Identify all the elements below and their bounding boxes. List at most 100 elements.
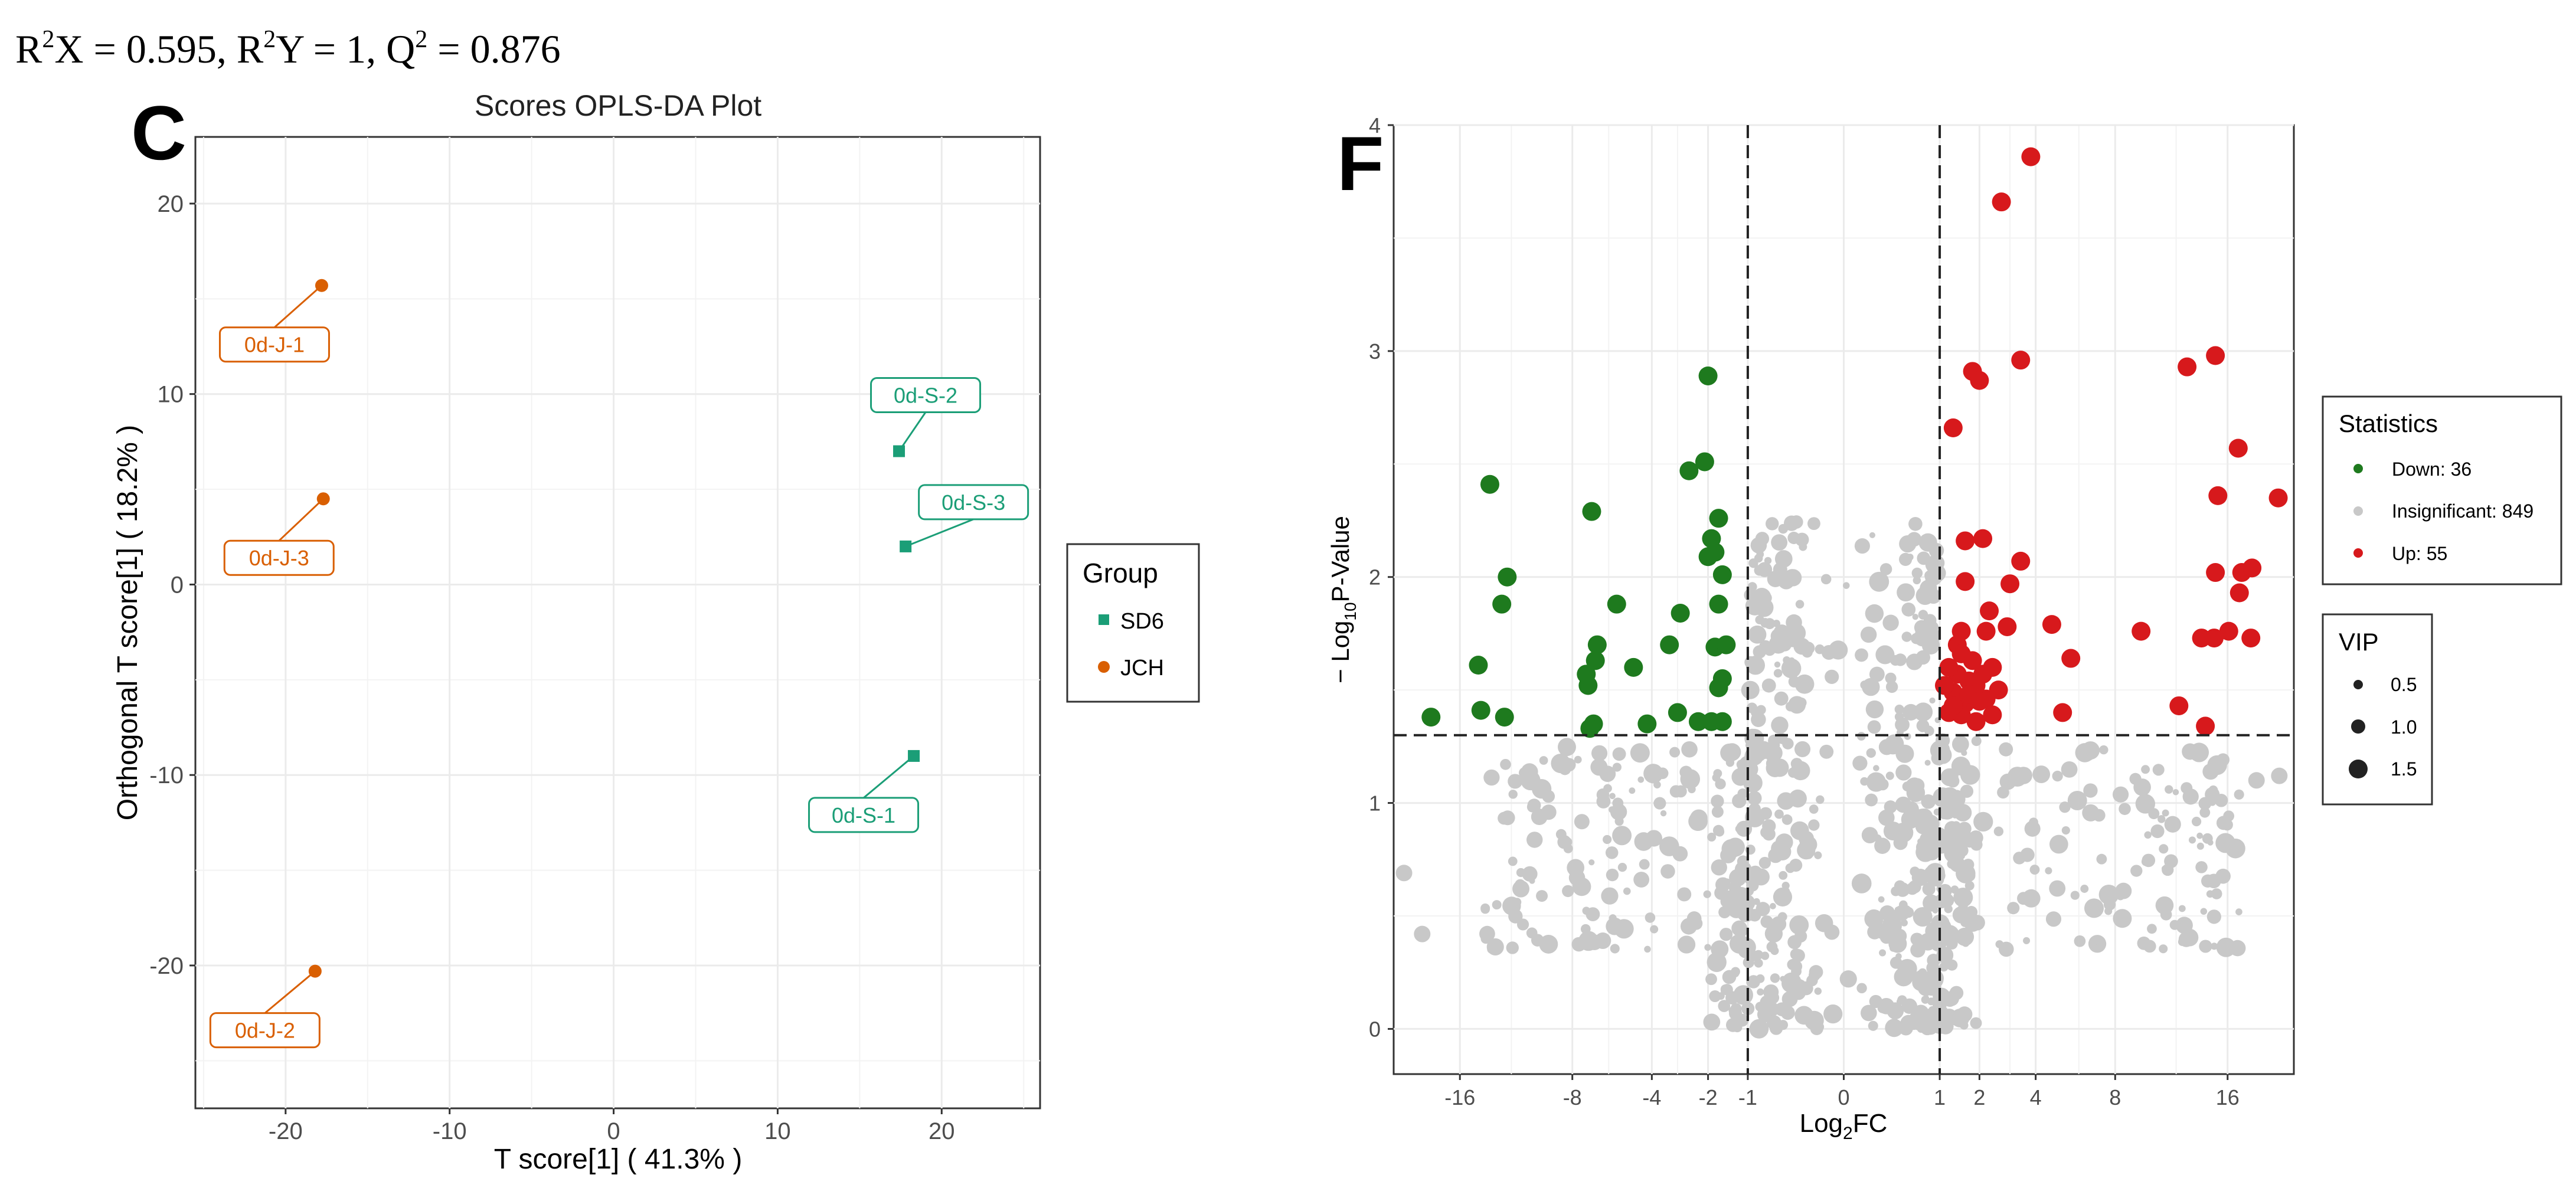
up-point (2228, 438, 2248, 458)
insignificant-point (1901, 810, 1920, 829)
insignificant-point (1644, 945, 1651, 953)
insignificant-point (1971, 736, 1982, 747)
insignificant-point (1774, 661, 1781, 668)
up-point (2242, 558, 2262, 578)
down-point (1698, 366, 1718, 385)
legend-up-marker (2353, 548, 2363, 558)
insignificant-point (1770, 916, 1787, 932)
up-point (1992, 192, 2011, 212)
statistics-legend-title: Statistics (2339, 410, 2438, 437)
up-point (1976, 621, 1996, 641)
insignificant-point (1784, 991, 1794, 1002)
insignificant-point (1480, 933, 1491, 944)
f-x-tick-label: 8 (2109, 1085, 2121, 1110)
insignificant-point (1946, 937, 1958, 950)
insignificant-point (2165, 785, 2173, 794)
insignificant-point (1893, 836, 1908, 850)
insignificant-point (1868, 1020, 1878, 1031)
insignificant-point (1771, 716, 1789, 734)
point-label-leader (863, 755, 915, 799)
insignificant-point (1993, 826, 2004, 836)
insignificant-point (1562, 837, 1573, 847)
insignificant-point (1819, 744, 1834, 759)
insignificant-point (1921, 794, 1936, 809)
insignificant-point (1723, 878, 1731, 886)
point-label-text: 0d-S-3 (942, 490, 1005, 515)
insignificant-point (1688, 811, 1708, 832)
insignificant-point (1799, 542, 1807, 551)
insignificant-point (2211, 942, 2218, 950)
insignificant-point (1794, 741, 1811, 757)
insignificant-point (1962, 939, 1970, 947)
insignificant-point (1731, 920, 1747, 937)
insignificant-point (1939, 962, 1949, 972)
insignificant-point (1951, 757, 1971, 776)
insignificant-point (1759, 532, 1767, 540)
panel-f-down-points (1421, 366, 1736, 738)
insignificant-point (1786, 519, 1793, 528)
insignificant-point (2029, 865, 2040, 875)
insignificant-point (1703, 1013, 1721, 1031)
insignificant-point (1869, 532, 1876, 538)
insignificant-point (1915, 586, 1934, 606)
f-x-tick-label: -8 (1563, 1085, 1582, 1110)
insignificant-point (1506, 941, 1519, 954)
insignificant-point (1927, 953, 1940, 967)
up-point (2000, 574, 2020, 594)
insignificant-point (1704, 944, 1711, 951)
insignificant-point (1969, 915, 1985, 931)
point-label-text: 0d-J-3 (249, 546, 309, 570)
insignificant-point (1508, 856, 1518, 866)
down-point (1709, 594, 1728, 614)
insignificant-point (1777, 572, 1795, 590)
insignificant-point (1633, 872, 1650, 888)
insignificant-point (1885, 771, 1894, 780)
insignificant-point (1747, 975, 1760, 989)
down-point (1495, 708, 1514, 727)
f-x-tick-label: -2 (1699, 1085, 1718, 1110)
insignificant-point (2082, 804, 2100, 822)
insignificant-point (1851, 873, 1872, 894)
insignificant-point (1939, 952, 1946, 958)
insignificant-point (2116, 892, 2125, 901)
insignificant-point (1591, 745, 1608, 761)
insignificant-point (2199, 940, 2212, 953)
insignificant-point (2113, 909, 2132, 928)
insignificant-point (1773, 669, 1783, 678)
insignificant-point (1637, 776, 1645, 783)
insignificant-point (1807, 517, 1820, 531)
insignificant-point (1630, 743, 1650, 763)
insignificant-point (1660, 864, 1675, 879)
insignificant-point (1557, 738, 1576, 757)
insignificant-point (1737, 788, 1748, 799)
c-y-tick-label: 10 (158, 382, 184, 408)
up-point (1956, 531, 1975, 551)
insignificant-point (2135, 794, 2156, 814)
up-point (2178, 357, 2197, 377)
insignificant-point (1718, 944, 1725, 951)
f-x-tick-label: 2 (1973, 1085, 1985, 1110)
insignificant-point (1508, 790, 1518, 799)
panel-f-statistics-legend: Statistics Down: 36 Insignificant: 849 U… (2322, 395, 2562, 585)
insignificant-point (2198, 797, 2212, 810)
f-y-tick-label: 1 (1369, 791, 1381, 816)
insignificant-point (2229, 940, 2246, 957)
insignificant-point (1889, 742, 1897, 751)
insignificant-point (1744, 886, 1754, 896)
insignificant-point (1725, 1017, 1740, 1032)
insignificant-point (1915, 840, 1930, 855)
insignificant-point (2099, 745, 2108, 755)
insignificant-point (1899, 900, 1908, 909)
insignificant-point (1681, 741, 1698, 758)
f-x-tick-label: -16 (1444, 1085, 1475, 1110)
insignificant-point (1923, 894, 1940, 912)
insignificant-point (2206, 890, 2214, 898)
up-point (1983, 657, 2002, 677)
insignificant-point (2164, 816, 2181, 833)
insignificant-point (1656, 767, 1669, 780)
insignificant-point (1683, 918, 1697, 932)
insignificant-point (1914, 702, 1933, 722)
insignificant-point (1839, 970, 1857, 988)
f-x-tick-label: -1 (1738, 1085, 1757, 1110)
point-label-box (223, 539, 335, 576)
